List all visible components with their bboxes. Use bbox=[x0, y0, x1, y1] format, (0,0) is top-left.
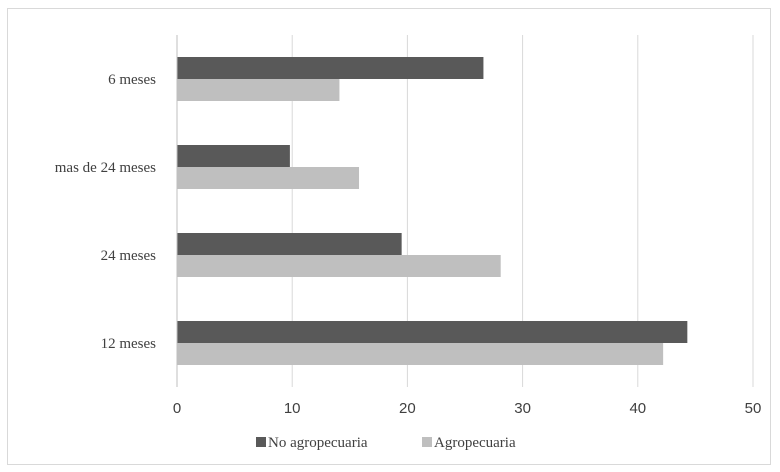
category-label: 24 meses bbox=[101, 248, 157, 264]
tick-label: 40 bbox=[629, 400, 646, 417]
category-labels: 6 meses mas de 24 meses 24 meses 12 meses bbox=[55, 72, 156, 352]
tick-label: 30 bbox=[514, 400, 531, 417]
legend: No agropecuaria Agropecuaria bbox=[256, 435, 516, 451]
bar-chart: 6 meses mas de 24 meses 24 meses 12 meses 0… bbox=[55, 35, 762, 451]
legend-label: Agropecuaria bbox=[434, 435, 516, 451]
bar-no-agropecuaria bbox=[177, 145, 290, 167]
bars bbox=[177, 57, 688, 365]
legend-swatch bbox=[256, 437, 266, 447]
bar-agropecuaria bbox=[177, 79, 340, 101]
tick-label: 50 bbox=[745, 400, 762, 417]
legend-label: No agropecuaria bbox=[268, 435, 368, 451]
category-label: 12 meses bbox=[101, 336, 157, 352]
bar-agropecuaria bbox=[177, 343, 664, 365]
bar-no-agropecuaria bbox=[177, 57, 484, 79]
category-label: mas de 24 meses bbox=[55, 160, 156, 176]
tick-label: 10 bbox=[284, 400, 301, 417]
legend-swatch bbox=[422, 437, 432, 447]
bar-no-agropecuaria bbox=[177, 321, 688, 343]
bar-agropecuaria bbox=[177, 167, 360, 189]
bar-agropecuaria bbox=[177, 255, 501, 277]
tick-label: 0 bbox=[173, 400, 181, 417]
bar-no-agropecuaria bbox=[177, 233, 402, 255]
chart-area: 6 meses mas de 24 meses 24 meses 12 meses 0… bbox=[7, 8, 771, 465]
category-label: 6 meses bbox=[108, 72, 156, 88]
tick-label: 20 bbox=[399, 400, 416, 417]
value-tick-labels: 0 10 20 30 40 50 bbox=[173, 400, 762, 417]
